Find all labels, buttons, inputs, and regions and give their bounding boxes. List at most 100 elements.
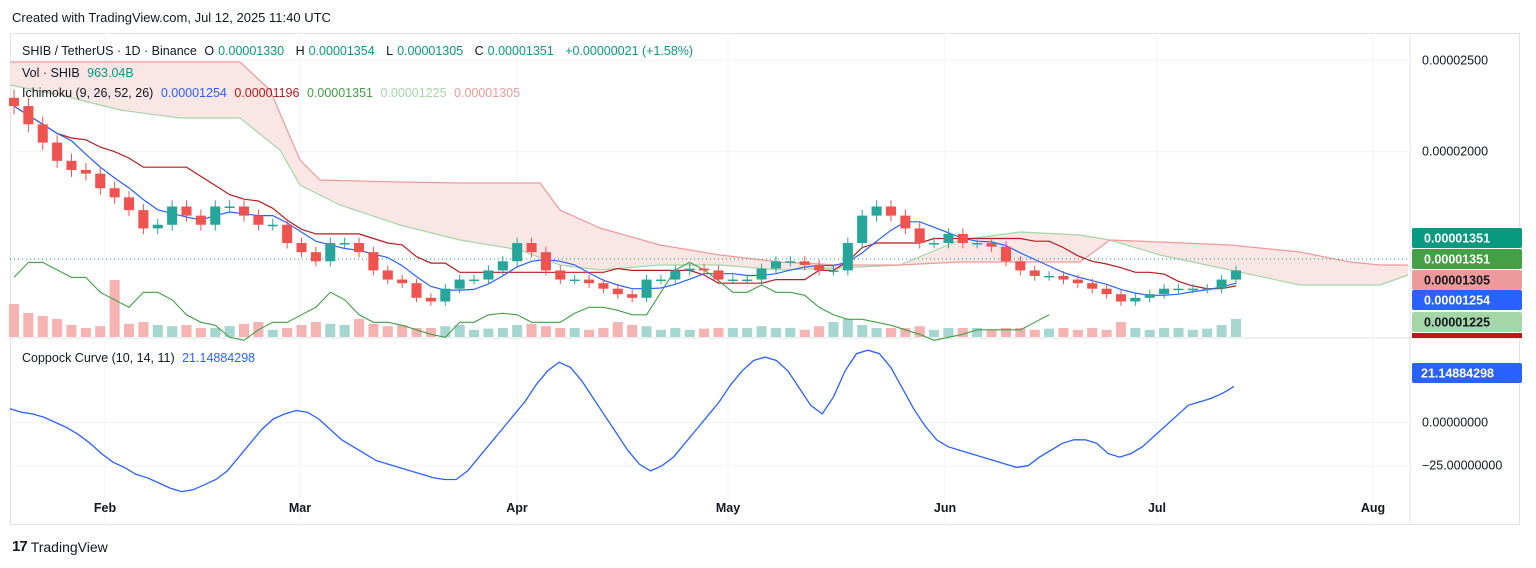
volume-bar xyxy=(382,326,393,337)
volume-bar xyxy=(929,329,940,337)
candle-body xyxy=(282,224,293,244)
span-b-line xyxy=(10,61,1408,266)
candle-body xyxy=(1044,275,1055,278)
candle-body xyxy=(325,243,336,262)
price-badge-text: 0.00001254 xyxy=(1424,294,1490,308)
volume-bar xyxy=(23,313,34,337)
candle-body xyxy=(23,106,34,125)
candle-body xyxy=(842,243,853,271)
ichimoku-label[interactable]: Ichimoku (9, 26, 52, 26) xyxy=(22,86,154,100)
coppock-badge xyxy=(1412,363,1522,383)
volume-bar xyxy=(368,323,379,337)
x-tick-label: Jul xyxy=(1148,501,1166,515)
volume-bar xyxy=(454,325,465,337)
candle-body xyxy=(929,243,940,245)
volume-bar xyxy=(512,325,523,337)
candle-body xyxy=(440,288,451,302)
volume-bar xyxy=(914,326,925,337)
candle-body xyxy=(699,268,710,271)
volume-bar xyxy=(397,325,408,337)
volume-bar xyxy=(742,328,753,337)
candle-body xyxy=(238,206,250,216)
candle-body xyxy=(943,233,954,244)
candle-body xyxy=(785,261,796,263)
close-value: 0.00001351 xyxy=(487,44,554,58)
candle-body xyxy=(1159,288,1170,295)
volume-bar xyxy=(152,325,163,337)
high-value: 0.00001354 xyxy=(308,44,375,58)
candle-body xyxy=(871,206,882,216)
price-badge xyxy=(1412,270,1522,290)
candle-body xyxy=(181,206,192,216)
price-badge-text: 0.00001305 xyxy=(1424,274,1490,288)
volume-bar xyxy=(885,328,896,337)
high-label: H xyxy=(295,44,305,58)
coppock-label[interactable]: Coppock Curve (10, 14, 11) xyxy=(22,351,175,365)
volume-bar xyxy=(354,319,365,337)
candle-body xyxy=(109,188,120,198)
price-badge xyxy=(1412,249,1522,269)
tradingview-logo[interactable]: 17 TradingView xyxy=(12,538,108,555)
price-badge xyxy=(1412,312,1522,332)
candle-body xyxy=(900,215,911,229)
volume-bar xyxy=(497,328,508,337)
candle-body xyxy=(95,173,106,189)
coppock-badge-text: 21.14884298 xyxy=(1421,367,1494,381)
candle-body xyxy=(814,264,825,271)
volume-bar xyxy=(469,329,480,337)
candle-body xyxy=(397,279,408,284)
volume-bar xyxy=(1230,319,1242,337)
price-candles xyxy=(8,89,1242,306)
candle-body xyxy=(1029,270,1040,276)
volume-bar xyxy=(181,325,192,337)
volume-bar xyxy=(756,326,767,337)
candle-body xyxy=(123,197,135,211)
lagging-span-line xyxy=(13,261,1050,341)
volume-bar xyxy=(282,328,293,337)
x-tick-label: Apr xyxy=(506,501,528,515)
base-line xyxy=(13,105,1237,290)
symbol-label[interactable]: SHIB / TetherUS · 1D · Binance xyxy=(22,44,197,58)
candle-body xyxy=(799,261,810,265)
volume-bar xyxy=(1087,328,1098,337)
volume-bar xyxy=(52,319,63,337)
volume-bar xyxy=(1115,322,1127,337)
candle-body xyxy=(152,224,163,229)
candle-body xyxy=(339,243,350,245)
candle-body xyxy=(497,261,508,271)
volume-bar xyxy=(612,322,623,337)
open-value: 0.00001330 xyxy=(218,44,285,58)
coppock-legend: Coppock Curve (10, 14, 11) 21.14884298 xyxy=(22,351,259,365)
volume-bar xyxy=(37,316,48,337)
volume-bar xyxy=(123,323,135,337)
x-tick-label: May xyxy=(716,501,740,515)
x-tick-label: Mar xyxy=(289,501,311,515)
volume-bar xyxy=(267,329,278,337)
coppock-tick-label: 0.00000000 xyxy=(1422,416,1488,430)
candle-body xyxy=(512,243,523,262)
candle-body xyxy=(296,243,307,253)
ichimoku-span-a-value: 0.00001225 xyxy=(380,86,447,100)
volume-bar xyxy=(1101,329,1112,337)
volume-bar xyxy=(1173,328,1184,337)
volume-bar xyxy=(1144,329,1155,337)
candle-body xyxy=(1115,294,1127,302)
candle-body xyxy=(469,279,480,282)
low-label: L xyxy=(386,44,394,58)
candle-body xyxy=(1173,288,1184,291)
candle-body xyxy=(612,288,623,295)
volume-label[interactable]: Vol · SHIB xyxy=(22,66,80,80)
volume-bar xyxy=(727,328,738,337)
candle-body xyxy=(569,279,580,282)
volume-legend: Vol · SHIB 963.04B xyxy=(22,66,138,80)
volume-bar xyxy=(1058,328,1069,337)
tradingview-brand-text: TradingView xyxy=(30,538,108,555)
candle-body xyxy=(224,206,235,209)
candle-body xyxy=(713,270,724,280)
volume-bar xyxy=(699,328,710,337)
tradingview-logo-icon: 17 xyxy=(12,538,28,555)
price-badge-text: 0.00001351 xyxy=(1424,253,1490,267)
price-badge xyxy=(1412,228,1522,248)
volume-bar xyxy=(598,328,609,337)
